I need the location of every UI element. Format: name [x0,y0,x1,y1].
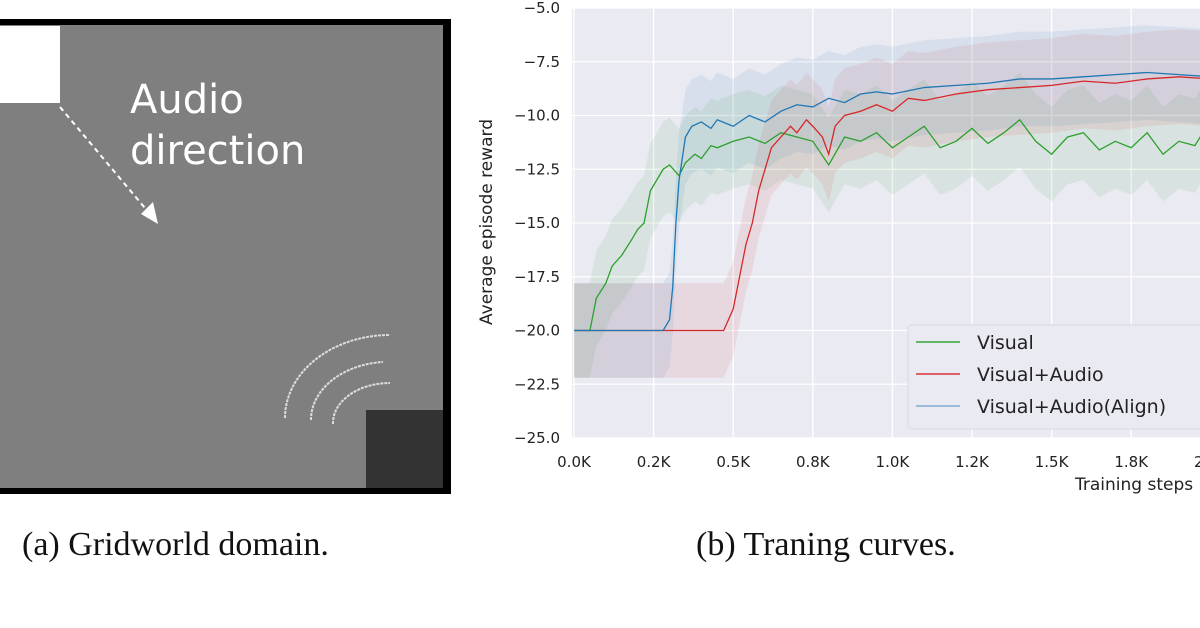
legend-label: Visual+Audio(Align) [977,396,1166,418]
x-tick-label: 0.2K [637,453,672,471]
confidence-band [574,72,1200,378]
confidence-band [574,29,1200,378]
x-tick-label: 1.8K [1114,453,1149,471]
series-line-1 [574,76,1200,332]
y-tick-label: −17.5 [514,268,560,286]
x-tick-label: 0.5K [716,453,751,471]
legend-label: Visual [977,332,1034,354]
legend-label: Visual+Audio [977,364,1104,386]
y-tick-label: −12.5 [514,160,560,178]
x-tick-label: 0.0K [557,453,592,471]
gridworld-figure: Audio direction [0,19,451,494]
x-tick-label: 1.2K [955,453,990,471]
x-tick-label: 1.5K [1035,453,1070,471]
y-tick-label: −22.5 [514,375,560,393]
annotation-direction: direction [130,128,305,174]
legend-box [907,324,1200,430]
agent-square [0,26,60,103]
goal-square [366,410,443,488]
y-tick-label: −20.0 [514,322,560,340]
legend: Visual Visual+Audio Visual+Audio(Align) [907,324,1200,430]
y-tick-label: −5.0 [524,0,560,17]
x-axis-label: Training steps [1074,475,1193,495]
confidence-band [574,25,1200,378]
y-tick-label: −25.0 [514,429,560,447]
series-line-2 [574,71,1200,332]
x-tick-label: 0.8K [796,453,831,471]
y-tick-label: −10.0 [514,107,560,125]
sound-waves-icon [284,334,391,425]
x-tick-label: 1.0K [876,453,911,471]
caption-a: (a) Gridworld domain. [22,526,329,563]
x-tick-label: 2.0K [1194,453,1200,471]
y-axis-label: Average episode reward [477,119,497,325]
caption-b: (b) Traning curves. [696,526,956,563]
audio-direction-arrow-icon [59,106,158,224]
annotation-audio: Audio [130,77,244,123]
y-tick-label: −7.5 [524,53,560,71]
y-tick-label: −15.0 [514,214,560,232]
series-line-0 [574,118,1200,332]
